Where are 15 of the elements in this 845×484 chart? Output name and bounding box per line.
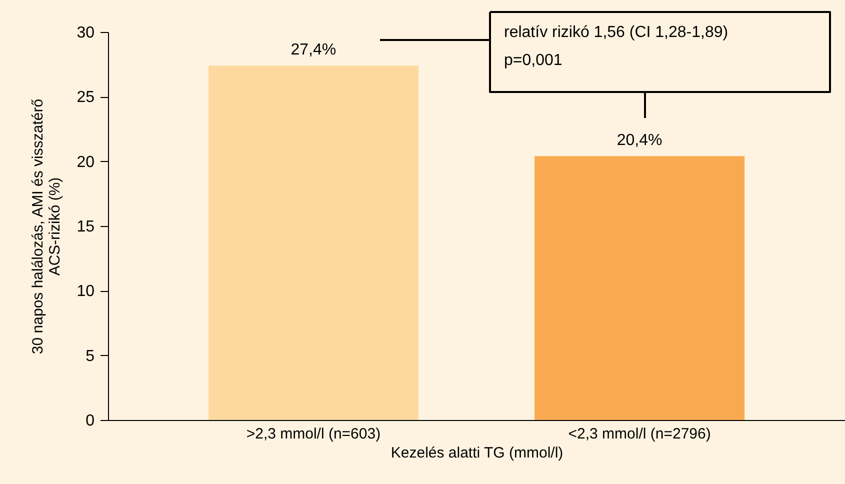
y-tick-label: 15 <box>76 218 95 236</box>
y-tick-label: 30 <box>76 24 95 42</box>
y-tick-label: 20 <box>76 154 95 171</box>
annotation: p=0,001 <box>504 52 562 69</box>
y-tick-label: 10 <box>76 283 95 300</box>
data-label: 20,4% <box>616 132 662 150</box>
y-tick-label: 5 <box>86 348 95 365</box>
y-tick-label: 0 <box>86 412 95 430</box>
data-label: 27,4% <box>290 42 336 59</box>
y-tick-label: 25 <box>76 89 95 106</box>
x-tick-label: >2,3 mmol/l (n=603) <box>246 426 381 442</box>
x-axis-title: Kezelés alatti TG (mmol/l) <box>390 444 564 462</box>
x-tick-label: <2,3 mmol/l (n=2796) <box>568 426 711 442</box>
annotation: relatív rizikó 1,56 (CI 1,28-1,89) <box>504 24 728 41</box>
y-axis-title: 30 napos halálozás, AMI és visszatérő ACS-rizikó (%) <box>30 98 64 354</box>
